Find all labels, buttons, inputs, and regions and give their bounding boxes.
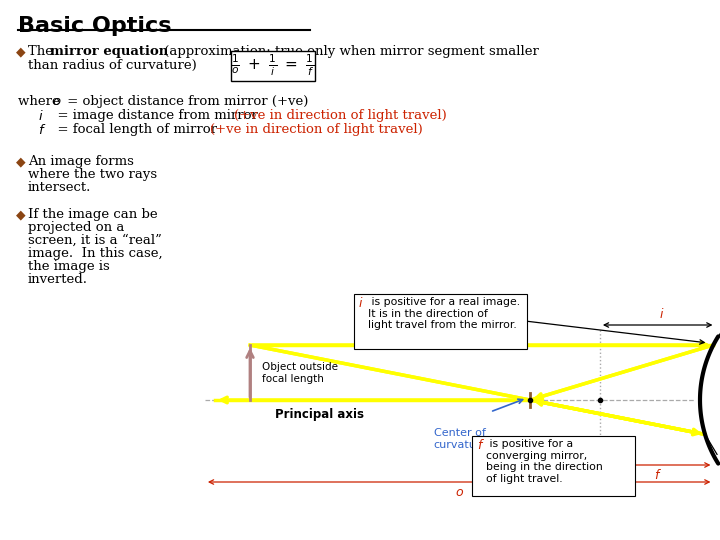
Text: If the image can be: If the image can be <box>28 208 158 221</box>
Text: o: o <box>455 486 463 499</box>
Text: where: where <box>18 95 64 108</box>
Text: Center of
curvature: Center of curvature <box>433 428 487 450</box>
Text: An image forms: An image forms <box>28 155 134 168</box>
Text: projected on a: projected on a <box>28 221 125 234</box>
Text: $\frac{1}{o}\ +\ \frac{1}{i}\ =\ \frac{1}{f}$: $\frac{1}{o}\ +\ \frac{1}{i}\ =\ \frac{1… <box>231 52 315 78</box>
FancyBboxPatch shape <box>472 435 634 496</box>
Text: where the two rays: where the two rays <box>28 168 157 181</box>
Text: f: f <box>477 439 482 452</box>
Text: inverted.: inverted. <box>28 273 88 286</box>
Text: (approximation; true only when mirror segment smaller: (approximation; true only when mirror se… <box>160 45 539 58</box>
Text: the image is: the image is <box>28 260 109 273</box>
Text: Principal axis: Principal axis <box>275 408 364 421</box>
Text: Object outside
focal length: Object outside focal length <box>262 362 338 383</box>
Text: than radius of curvature): than radius of curvature) <box>28 59 197 72</box>
FancyBboxPatch shape <box>354 294 526 348</box>
Text: is positive for a real image.
It is in the direction of
light travel from the mi: is positive for a real image. It is in t… <box>368 297 520 330</box>
Text: screen, it is a “real”: screen, it is a “real” <box>28 234 162 247</box>
Text: = image distance from mirror: = image distance from mirror <box>49 109 262 122</box>
Text: (+ve in direction of light travel): (+ve in direction of light travel) <box>234 109 446 122</box>
Text: Basic Optics: Basic Optics <box>18 16 171 36</box>
Text: The: The <box>28 45 58 58</box>
Text: i: i <box>359 297 362 310</box>
Text: f: f <box>654 469 658 482</box>
Text: is positive for a
converging mirror,
being in the direction
of light travel.: is positive for a converging mirror, bei… <box>486 439 603 484</box>
Text: (+ve in direction of light travel): (+ve in direction of light travel) <box>210 123 423 136</box>
FancyBboxPatch shape <box>231 51 315 81</box>
Text: ◆: ◆ <box>16 45 26 58</box>
Text: = object distance from mirror (+ve): = object distance from mirror (+ve) <box>63 95 308 108</box>
Text: ◆: ◆ <box>16 155 26 168</box>
Text: $i$: $i$ <box>38 109 44 123</box>
Text: image.  In this case,: image. In this case, <box>28 247 163 260</box>
Text: $f$: $f$ <box>38 123 46 137</box>
Text: i: i <box>660 308 662 321</box>
Text: $o$: $o$ <box>52 95 61 108</box>
Text: ◆: ◆ <box>16 208 26 221</box>
Text: = focal length of mirror: = focal length of mirror <box>49 123 221 136</box>
Text: mirror equation: mirror equation <box>50 45 168 58</box>
Text: intersect.: intersect. <box>28 181 91 194</box>
